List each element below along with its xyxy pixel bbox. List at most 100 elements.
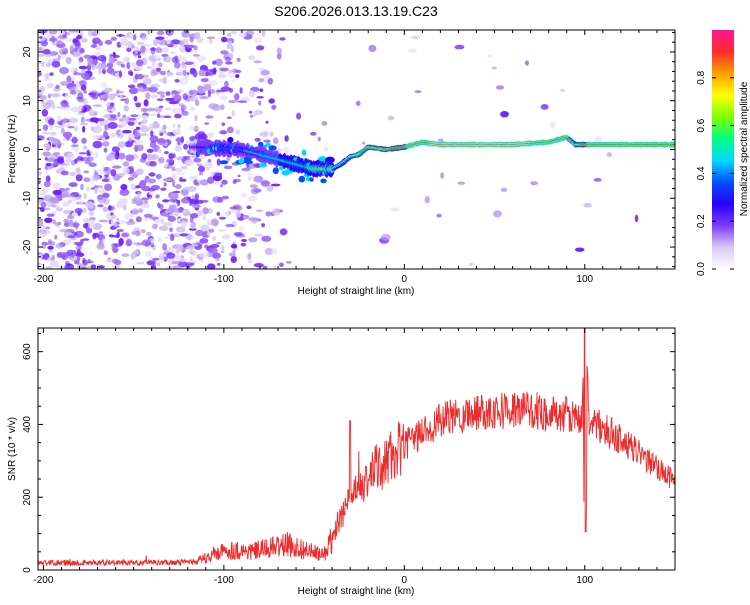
noise-speckle	[193, 179, 198, 186]
noise-speckle	[78, 65, 88, 70]
noise-speckle	[219, 95, 228, 101]
noise-speckle	[86, 265, 92, 269]
noise-speckle	[165, 97, 175, 101]
noise-speckle	[135, 216, 142, 223]
noise-speckle	[62, 100, 67, 104]
noise-speckle	[206, 219, 212, 226]
noise-speckle	[203, 162, 213, 169]
noise-speckle	[133, 250, 140, 256]
noise-speckle	[104, 39, 113, 45]
noise-speckle	[258, 78, 265, 83]
noise-speckle	[59, 67, 69, 75]
noise-speckle	[184, 235, 195, 240]
noise-speckle	[180, 188, 189, 196]
noise-speckle	[189, 95, 198, 102]
noise-speckle	[83, 177, 91, 183]
noise-speckle	[57, 114, 61, 122]
ridge-blob	[265, 142, 271, 147]
noise-speckle	[39, 95, 47, 101]
noise-speckle	[75, 148, 80, 155]
noise-speckle	[259, 88, 264, 92]
noise-speckle	[50, 37, 58, 42]
noise-speckle	[74, 230, 84, 238]
noise-speckle	[152, 257, 160, 261]
noise-speckle	[225, 223, 235, 228]
noise-speckle	[387, 115, 395, 121]
noise-speckle	[355, 100, 361, 107]
y-tick-label: -10	[22, 191, 33, 206]
noise-speckle	[58, 121, 63, 126]
noise-speckle	[177, 124, 181, 129]
noise-speckle	[168, 153, 174, 160]
noise-speckle	[48, 239, 52, 245]
noise-speckle	[118, 198, 128, 205]
noise-speckle	[118, 70, 122, 78]
noise-speckle	[48, 197, 59, 203]
y-tick-label: 200	[22, 488, 33, 505]
noise-speckle	[152, 122, 160, 129]
noise-speckle	[168, 101, 178, 105]
noise-speckle	[78, 104, 84, 112]
noise-speckle	[141, 119, 148, 124]
noise-speckle	[296, 112, 302, 120]
noise-speckle	[102, 141, 110, 147]
noise-speckle	[45, 163, 52, 167]
noise-speckle	[38, 262, 42, 266]
noise-speckle	[68, 182, 78, 188]
noise-speckle	[163, 222, 173, 227]
noise-speckle	[86, 149, 90, 157]
noise-speckle	[194, 114, 198, 122]
noise-speckle	[176, 137, 182, 143]
noise-speckle	[139, 157, 147, 163]
noise-speckle	[86, 57, 94, 63]
spectrogram-ylabel: Frequency (Hz)	[7, 115, 18, 184]
colorbar-tick-label: 0.6	[696, 118, 707, 132]
noise-speckle	[189, 262, 195, 266]
noise-speckle	[97, 265, 105, 269]
noise-speckle	[242, 214, 250, 220]
noise-speckle	[157, 236, 163, 243]
noise-speckle	[125, 239, 133, 247]
noise-speckle	[81, 137, 87, 144]
noise-speckle	[54, 222, 61, 227]
noise-speckle	[230, 244, 238, 249]
noise-speckle	[136, 261, 145, 265]
noise-speckle	[156, 145, 160, 150]
noise-speckle	[65, 187, 70, 191]
noise-speckle	[56, 40, 63, 45]
noise-speckle	[107, 122, 118, 129]
noise-speckle	[66, 254, 75, 259]
noise-speckle	[253, 263, 264, 268]
noise-speckle	[281, 146, 290, 155]
noise-speckle	[192, 61, 197, 68]
noise-speckle	[317, 136, 321, 142]
noise-speckle	[123, 204, 127, 211]
noise-speckle	[84, 201, 94, 208]
noise-speckle	[43, 229, 51, 235]
noise-speckle	[141, 115, 149, 119]
noise-speckle	[145, 92, 151, 100]
noise-speckle	[220, 86, 231, 92]
noise-speckle	[117, 111, 121, 118]
noise-speckle	[240, 193, 247, 198]
noise-speckle	[124, 213, 130, 221]
noise-speckle	[83, 145, 88, 150]
noise-speckle	[230, 256, 237, 263]
noise-speckle	[226, 43, 233, 49]
noise-speckle	[127, 70, 133, 76]
noise-speckle	[71, 159, 76, 166]
noise-speckle	[54, 234, 58, 240]
noise-speckle	[67, 152, 75, 160]
noise-speckle	[55, 242, 63, 249]
noise-speckle	[124, 97, 130, 105]
noise-speckle	[83, 170, 90, 174]
noise-speckle	[174, 209, 179, 216]
noise-speckle	[249, 184, 258, 189]
noise-speckle	[38, 135, 45, 141]
noise-speckle	[200, 224, 210, 232]
noise-speckle	[176, 68, 184, 75]
noise-speckle	[267, 77, 274, 85]
noise-speckle	[82, 125, 86, 133]
noise-speckle	[159, 105, 164, 109]
noise-speckle	[41, 109, 49, 117]
